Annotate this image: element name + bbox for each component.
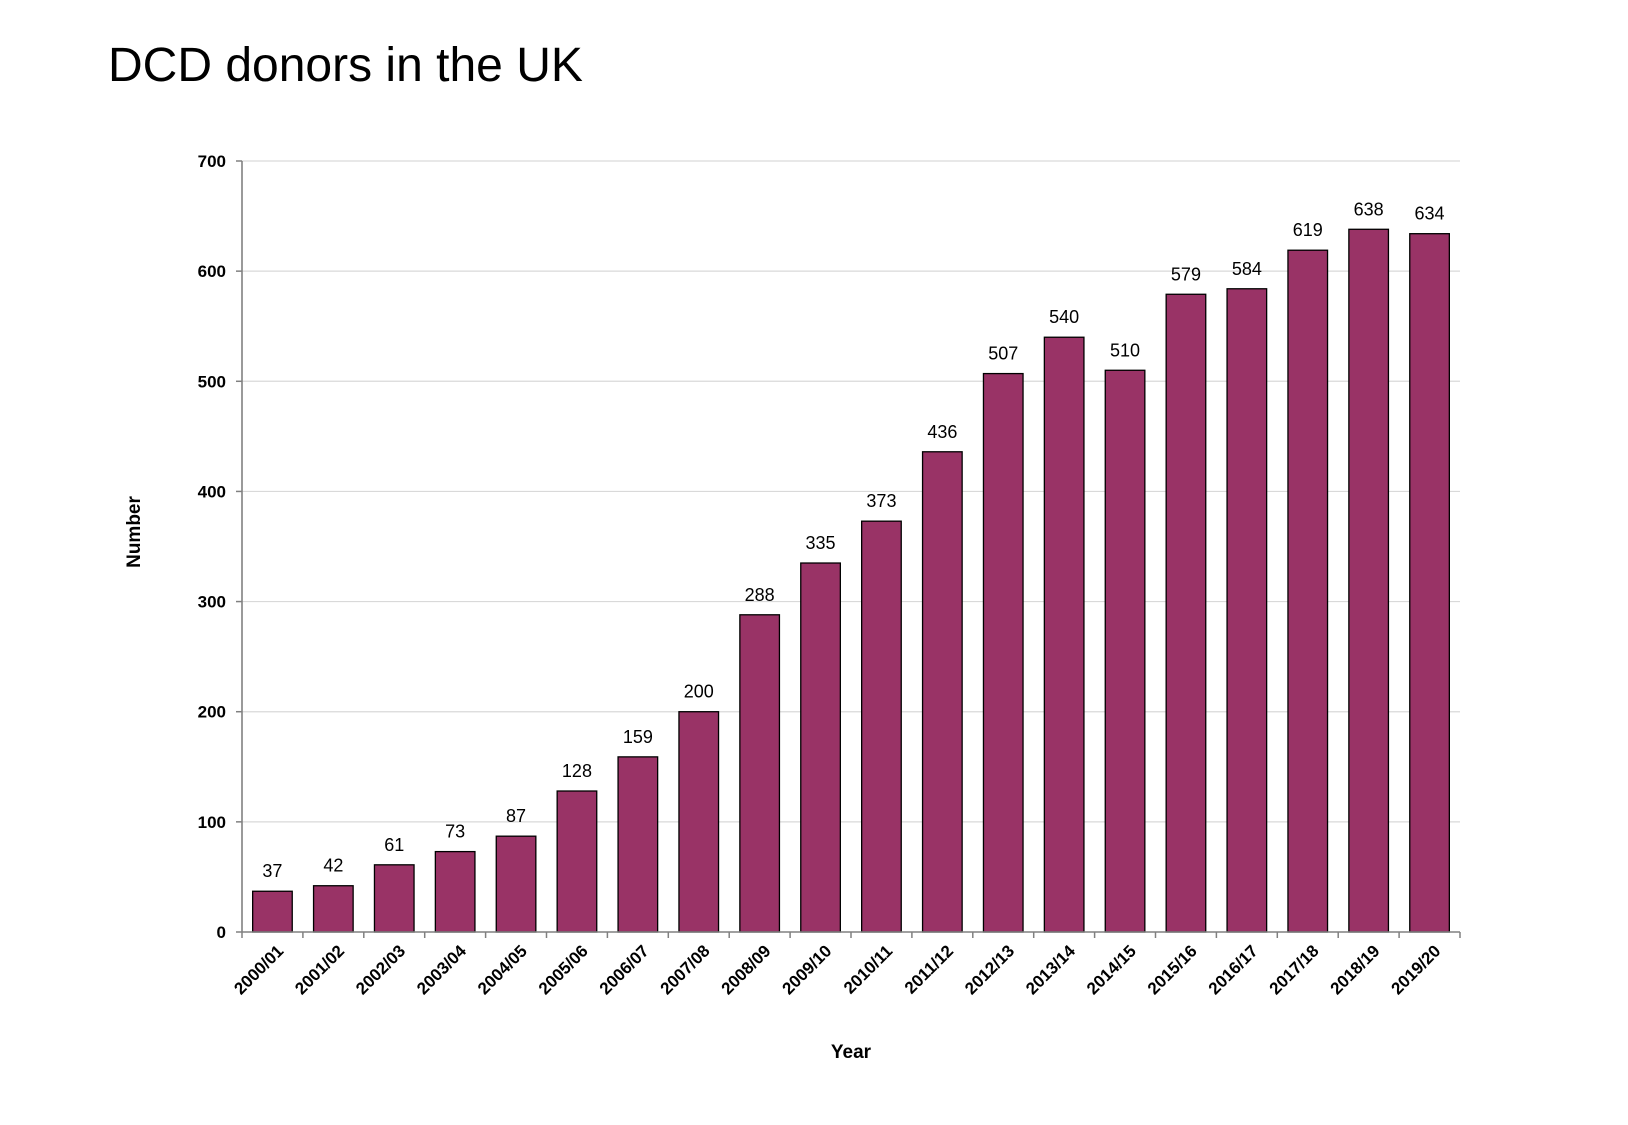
data-label: 61 xyxy=(384,835,404,855)
data-label: 373 xyxy=(866,491,896,511)
x-tick-label: 2008/09 xyxy=(718,941,775,998)
bars xyxy=(252,228,1450,933)
data-label: 37 xyxy=(262,861,282,881)
x-tick-label: 2012/13 xyxy=(961,941,1018,998)
data-label: 619 xyxy=(1293,220,1323,240)
x-tick-label: 2013/14 xyxy=(1022,941,1079,998)
chart-title: DCD donors in the UK xyxy=(108,39,583,92)
data-label: 510 xyxy=(1110,340,1140,360)
y-tick-label: 300 xyxy=(198,593,226,612)
y-tick-labels: 0 100 200 300 400 500 600 700 xyxy=(198,152,242,942)
data-label: 634 xyxy=(1415,204,1445,224)
bar xyxy=(861,520,902,933)
bar xyxy=(1165,293,1207,933)
bar xyxy=(1409,233,1450,933)
x-tick-label: 2011/12 xyxy=(901,941,957,997)
x-tick-label: 2009/10 xyxy=(778,941,835,998)
bar xyxy=(1043,336,1085,933)
x-tick-label: 2000/01 xyxy=(230,941,287,998)
y-tick-label: 700 xyxy=(198,152,226,171)
x-tick-labels: 2000/01 2001/02 2002/03 2003/04 2004/05 2005/… xyxy=(230,932,1461,998)
x-tick-label: 2003/04 xyxy=(413,941,470,998)
x-tick-label: 2006/07 xyxy=(596,941,653,998)
bar xyxy=(678,711,720,933)
x-tick-label: 2016/17 xyxy=(1205,941,1262,998)
data-label: 159 xyxy=(623,727,653,747)
bar xyxy=(800,562,841,933)
data-labels: 37 42 61 73 87 128 159 200 288 335 373 436 507 540 510… xyxy=(262,199,1444,881)
y-tick-label: 0 xyxy=(217,923,226,942)
data-label: 73 xyxy=(445,822,465,842)
x-tick-label: 2019/20 xyxy=(1387,941,1444,998)
bar xyxy=(434,850,476,933)
x-tick-label: 2015/16 xyxy=(1144,941,1201,998)
data-label: 128 xyxy=(562,761,592,781)
y-tick-label: 200 xyxy=(198,703,226,722)
bar xyxy=(739,614,781,933)
x-tick-label: 2007/08 xyxy=(657,941,714,998)
x-tick-label: 2004/05 xyxy=(474,941,531,998)
data-label: 584 xyxy=(1232,259,1262,279)
bar xyxy=(982,372,1024,933)
data-label: 335 xyxy=(806,533,836,553)
bar xyxy=(556,790,598,933)
data-label: 540 xyxy=(1049,307,1079,327)
y-tick-label: 600 xyxy=(198,262,226,281)
x-tick-label: 2005/06 xyxy=(535,941,592,998)
bar xyxy=(312,885,354,933)
x-tick-label: 2001/02 xyxy=(291,941,348,998)
gridlines xyxy=(242,160,1460,823)
data-label: 579 xyxy=(1171,264,1201,284)
data-label: 638 xyxy=(1354,199,1384,219)
bar xyxy=(921,451,963,933)
data-label: 87 xyxy=(506,806,526,826)
x-tick-label: 2014/15 xyxy=(1083,941,1140,998)
bar xyxy=(1104,369,1146,933)
data-label: 507 xyxy=(988,344,1018,364)
bar xyxy=(617,756,659,933)
bar xyxy=(1226,288,1268,933)
axes xyxy=(241,161,1460,933)
data-label: 42 xyxy=(323,856,343,876)
bar xyxy=(495,835,537,933)
x-tick-label: 2002/03 xyxy=(352,941,409,998)
x-tick-label: 2017/18 xyxy=(1266,941,1323,998)
x-tick-label: 2018/19 xyxy=(1327,941,1384,998)
x-axis-title: Year xyxy=(831,1042,872,1063)
data-label: 436 xyxy=(927,422,957,442)
y-tick-label: 100 xyxy=(198,813,226,832)
x-tick-label: 2010/11 xyxy=(840,941,896,997)
bar xyxy=(252,890,293,933)
y-tick-label: 400 xyxy=(198,482,226,501)
bar xyxy=(1348,228,1390,933)
data-label: 200 xyxy=(684,682,714,702)
bar xyxy=(1287,249,1329,933)
y-axis-title: Number xyxy=(124,496,145,568)
y-tick-label: 500 xyxy=(198,372,226,391)
bar xyxy=(373,864,415,933)
data-label: 288 xyxy=(745,585,775,605)
